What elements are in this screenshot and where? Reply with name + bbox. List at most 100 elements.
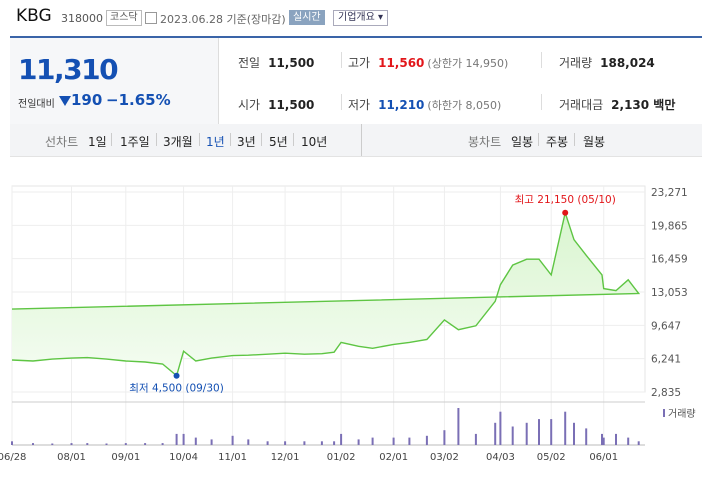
prev-close: 전일 11,500: [238, 56, 315, 70]
divider: [199, 133, 200, 146]
y-tick-label: 19,865: [651, 220, 688, 232]
volume-bar: [51, 443, 54, 445]
annotation-marker: [173, 372, 180, 379]
volume-bar: [601, 433, 603, 445]
open-price: 시가 11,500: [238, 98, 315, 112]
divider: [574, 133, 575, 146]
x-tick-label: 10/04: [169, 452, 198, 463]
x-tick-label: 08/01: [57, 452, 86, 463]
volume-bar: [231, 435, 234, 446]
volume-bar: [573, 422, 575, 445]
market-badge: 코스닥: [106, 10, 142, 26]
x-tick-label: 04/03: [486, 452, 515, 463]
volume-bar: [182, 433, 185, 445]
current-price: 11,310: [18, 53, 119, 86]
y-tick-label: 2,835: [651, 387, 681, 399]
divider: [230, 133, 231, 146]
company-info-dropdown[interactable]: 기업개요 ▾: [333, 10, 388, 26]
tab-5y[interactable]: 5년: [269, 135, 288, 149]
y-tick-label: 23,271: [651, 187, 688, 199]
tab-3m[interactable]: 3개월: [163, 135, 193, 149]
divider: [541, 94, 542, 110]
change-percent: −1.65%: [106, 91, 171, 109]
tab-weekly-candle[interactable]: 주봉: [546, 135, 569, 149]
divider: [293, 133, 294, 146]
volume-bar: [392, 437, 395, 445]
volume-bar: [284, 441, 287, 445]
price-area: [12, 212, 639, 392]
volume-bar: [194, 437, 197, 445]
tab-monthly-candle[interactable]: 월봉: [583, 135, 606, 149]
change-amount: 190: [71, 91, 103, 109]
tab-1d[interactable]: 1일: [88, 135, 107, 149]
volume-bar: [627, 437, 630, 445]
volume-legend-swatch: [663, 409, 665, 417]
divider: [541, 52, 542, 68]
volume-bar: [161, 443, 164, 445]
quote-date: 2023.06.28 기준(장마감): [160, 13, 286, 26]
y-tick-label: 6,241: [651, 354, 681, 366]
volume-bar: [357, 439, 360, 445]
volume-bar: [70, 443, 73, 445]
trade-amount: 거래대금 2,130 백만: [559, 98, 676, 112]
stock-name: KBG: [16, 6, 52, 26]
volume-bar: [550, 419, 553, 445]
volume-bar: [538, 419, 540, 445]
volume-bar: [340, 433, 343, 445]
volume-bar: [144, 443, 147, 445]
volume-bar: [615, 433, 617, 445]
tab-10y[interactable]: 10년: [301, 135, 328, 149]
volume-legend: 거래량: [668, 408, 696, 420]
volume-bar: [425, 435, 428, 446]
high-price: 고가 11,560 (상한가 14,950): [348, 56, 509, 70]
divider: [361, 124, 362, 156]
volume-bar: [564, 411, 567, 445]
volume-bar: [511, 426, 514, 445]
tab-1w[interactable]: 1주일: [120, 135, 150, 149]
volume-bar: [499, 411, 502, 445]
down-triangle-icon: [59, 96, 71, 106]
volume-bar: [443, 430, 446, 445]
volume-bar: [124, 443, 127, 445]
divider: [261, 133, 262, 146]
calendar-icon: [145, 12, 157, 24]
volume-bar: [247, 439, 250, 445]
volume: 거래량 188,024: [559, 56, 655, 70]
volume-bar: [266, 441, 269, 445]
volume-bar: [494, 422, 497, 445]
tab-3y[interactable]: 3년: [237, 135, 256, 149]
low-price: 저가 11,210 (하한가 8,050): [348, 98, 502, 112]
x-tick-label: 06/01: [589, 452, 618, 463]
tab-1y[interactable]: 1년: [206, 135, 225, 149]
volume-bar: [175, 433, 178, 445]
divider: [156, 133, 157, 146]
volume-bar: [637, 441, 640, 445]
volume-bar: [602, 437, 605, 445]
volume-bar: [11, 441, 13, 445]
volume-bar: [32, 443, 34, 445]
annotation-marker: [562, 209, 569, 216]
divider: [341, 94, 342, 110]
volume-bar: [457, 408, 460, 445]
y-tick-label: 16,459: [651, 254, 688, 266]
divider: [111, 133, 112, 146]
y-tick-label: 13,053: [651, 287, 688, 299]
volume-bar: [408, 437, 411, 445]
volume-bar: [585, 428, 588, 446]
quote-summary: 11,310 전일대비 190 −1.65% 전일 11,500 고가 11,560…: [10, 36, 702, 125]
stock-header: KBG 318000 코스닥 2023.06.28 기준(장마감) 실시간 기업…: [0, 0, 704, 36]
current-price-panel: 11,310 전일대비 190 −1.65%: [10, 38, 219, 124]
volume-bar: [525, 422, 528, 445]
tab-daily-candle[interactable]: 일봉: [511, 135, 534, 149]
x-tick-label: 11/01: [218, 452, 247, 463]
volume-bar: [320, 441, 323, 445]
volume-bar: [333, 441, 336, 445]
realtime-button[interactable]: 실시간: [289, 10, 325, 25]
x-tick-label: 12/01: [271, 452, 300, 463]
min-price-label: 최저 4,500 (09/30): [129, 383, 224, 395]
x-tick-label: 09/01: [111, 452, 140, 463]
x-tick-label: 02/01: [379, 452, 408, 463]
divider: [341, 52, 342, 68]
x-tick-label: 06/28: [0, 452, 26, 463]
